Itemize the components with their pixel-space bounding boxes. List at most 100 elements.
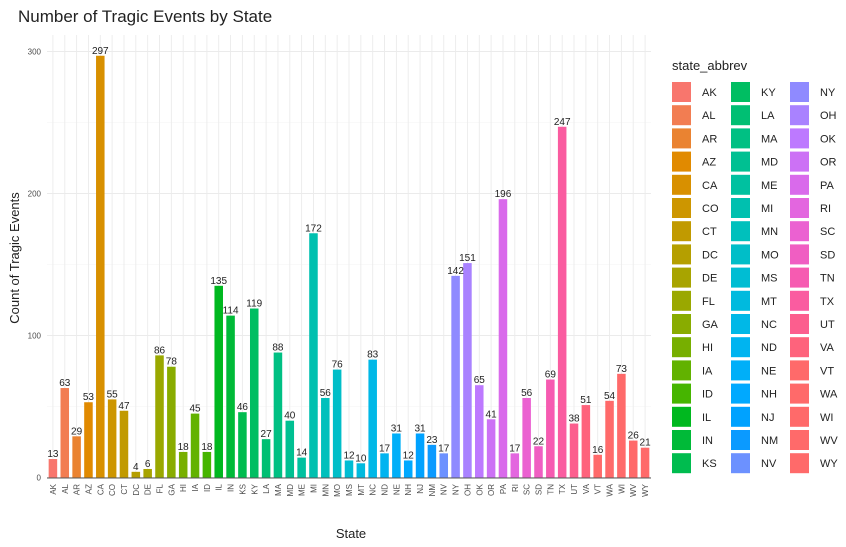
data-label-nc: 83 — [367, 350, 379, 361]
x-tick-label: NY — [452, 483, 461, 495]
x-tick-label: LA — [262, 483, 271, 493]
legend-label-wy: WY — [820, 458, 838, 470]
x-tick-label: RI — [511, 484, 520, 492]
legend-swatch-sc — [790, 221, 809, 242]
legend-swatch-ri — [790, 198, 809, 218]
bar-ia — [190, 413, 200, 478]
legend-title: state_abbrev — [672, 58, 748, 73]
x-tick-label: MI — [309, 484, 318, 493]
x-tick-label: GA — [167, 483, 176, 495]
bar-wy — [640, 447, 650, 478]
legend-label-ms: MS — [761, 273, 778, 285]
data-label-sd: 22 — [533, 436, 545, 447]
chart-title: Number of Tragic Events by State — [18, 7, 272, 26]
legend-label-hi: HI — [702, 342, 713, 354]
data-label-mt: 10 — [355, 453, 367, 464]
x-tick-label: WY — [641, 483, 650, 497]
x-tick-label: OH — [463, 484, 472, 496]
bar-sc — [522, 397, 531, 478]
x-tick-label: OK — [475, 483, 484, 495]
bar-id — [202, 451, 212, 478]
x-tick-label: ND — [381, 484, 390, 496]
bar-wa — [605, 400, 614, 478]
bar-mt — [356, 463, 366, 478]
data-label-ct: 47 — [118, 401, 130, 412]
x-tick-label: MD — [286, 484, 295, 497]
legend-swatch-ga — [672, 314, 691, 334]
legend-swatch-hi — [672, 337, 691, 358]
x-tick-label: FL — [156, 483, 165, 493]
data-label-nd: 17 — [379, 443, 391, 454]
data-label-mi: 172 — [305, 223, 322, 234]
legend-label-wi: WI — [820, 412, 833, 424]
x-tick-label: OR — [487, 484, 496, 496]
bar-tx — [557, 126, 567, 478]
legend-label-tn: TN — [820, 273, 835, 285]
data-label-ri: 17 — [509, 443, 521, 454]
bar-ky — [249, 308, 259, 478]
legend-label-vt: VT — [820, 365, 834, 377]
legend-label-nv: NV — [761, 458, 777, 470]
y-axis-ticks: 0 100 200 300 — [28, 48, 42, 483]
bar-ne — [392, 433, 401, 478]
legend-label-oh: OH — [820, 110, 837, 122]
legend-swatch-ak — [672, 82, 691, 102]
x-tick-label: SD — [534, 484, 543, 495]
legend-label-de: DE — [702, 273, 717, 285]
data-label-al: 63 — [59, 378, 71, 389]
legend-swatch-nd — [731, 337, 750, 358]
legend-swatch-fl — [672, 290, 691, 311]
legend-swatch-dc — [672, 244, 691, 265]
legend-label-sd: SD — [820, 249, 835, 261]
legend-swatch-ma — [731, 128, 750, 149]
x-tick-label: TN — [546, 484, 555, 495]
legend-swatch-or — [790, 151, 809, 172]
legend-label-va: VA — [820, 342, 835, 354]
bar-az — [84, 402, 93, 478]
bar-wi — [617, 373, 626, 478]
data-label-ky: 119 — [246, 299, 262, 310]
bar-nh — [403, 460, 413, 478]
legend-label-wa: WA — [820, 389, 838, 401]
legend-label-md: MD — [761, 157, 778, 169]
x-tick-label: ID — [203, 484, 212, 492]
legend-swatch-ne — [731, 360, 750, 381]
legend-swatch-va — [790, 337, 809, 358]
data-label-de: 6 — [145, 459, 151, 470]
legend-label-nj: NJ — [761, 412, 774, 424]
data-label-ak: 13 — [47, 449, 59, 460]
legend-swatch-ky — [731, 82, 750, 102]
legend-label-id: ID — [702, 389, 713, 401]
x-tick-label: MS — [345, 484, 354, 496]
bar-mi — [309, 233, 318, 478]
legend-swatch-de — [672, 267, 691, 288]
data-label-id: 18 — [201, 442, 213, 453]
data-label-nv: 17 — [438, 443, 450, 454]
legend-label-nc: NC — [761, 319, 777, 331]
legend-label-ky: KY — [761, 87, 776, 99]
bar-sd — [534, 446, 543, 478]
legend-swatch-in — [672, 430, 691, 450]
legend-swatch-co — [672, 198, 691, 218]
legend-swatch-me — [731, 174, 750, 195]
legend-swatch-ut — [790, 314, 809, 334]
legend-swatch-tn — [790, 267, 809, 288]
bar-ca — [96, 55, 105, 478]
x-tick-label: PA — [499, 483, 508, 494]
x-tick-label: IA — [191, 483, 200, 491]
x-axis-title: State — [336, 526, 366, 541]
legend-swatch-oh — [790, 105, 809, 126]
data-label-pa: 196 — [495, 189, 512, 200]
legend-swatch-nc — [731, 314, 750, 334]
bar-ak — [48, 459, 58, 478]
data-label-ar: 29 — [71, 426, 83, 437]
data-label-md: 40 — [284, 411, 296, 422]
bar-hi — [178, 451, 188, 478]
y-tick-label: 0 — [37, 474, 42, 483]
y-tick-label: 300 — [28, 48, 42, 57]
legend-swatch-la — [731, 105, 750, 126]
legend-label-az: AZ — [702, 157, 716, 169]
data-label-nj: 31 — [414, 423, 426, 434]
legend-swatch-ct — [672, 221, 691, 242]
